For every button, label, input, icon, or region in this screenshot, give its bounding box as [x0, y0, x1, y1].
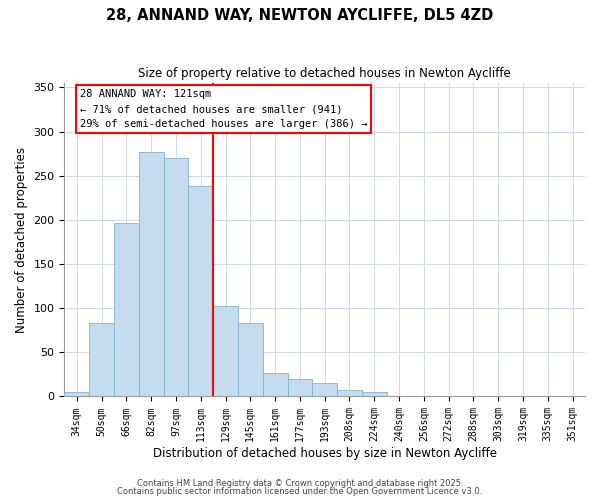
- Bar: [64, 392, 89, 396]
- Bar: [287, 379, 313, 396]
- Bar: [337, 390, 362, 396]
- Title: Size of property relative to detached houses in Newton Aycliffe: Size of property relative to detached ho…: [139, 68, 511, 80]
- Text: Contains public sector information licensed under the Open Government Licence v3: Contains public sector information licen…: [118, 487, 482, 496]
- Bar: [313, 383, 337, 396]
- Text: 28, ANNAND WAY, NEWTON AYCLIFFE, DL5 4ZD: 28, ANNAND WAY, NEWTON AYCLIFFE, DL5 4ZD: [106, 8, 494, 22]
- Bar: [139, 152, 164, 396]
- Bar: [164, 158, 188, 396]
- Bar: [89, 323, 114, 396]
- Bar: [263, 372, 287, 396]
- Bar: [213, 306, 238, 396]
- Bar: [114, 224, 139, 396]
- Bar: [238, 323, 263, 396]
- Y-axis label: Number of detached properties: Number of detached properties: [15, 147, 28, 333]
- Text: Contains HM Land Registry data © Crown copyright and database right 2025.: Contains HM Land Registry data © Crown c…: [137, 478, 463, 488]
- Bar: [188, 186, 213, 396]
- Text: 28 ANNAND WAY: 121sqm
← 71% of detached houses are smaller (941)
29% of semi-det: 28 ANNAND WAY: 121sqm ← 71% of detached …: [80, 89, 367, 129]
- X-axis label: Distribution of detached houses by size in Newton Aycliffe: Distribution of detached houses by size …: [153, 447, 497, 460]
- Bar: [362, 392, 386, 396]
